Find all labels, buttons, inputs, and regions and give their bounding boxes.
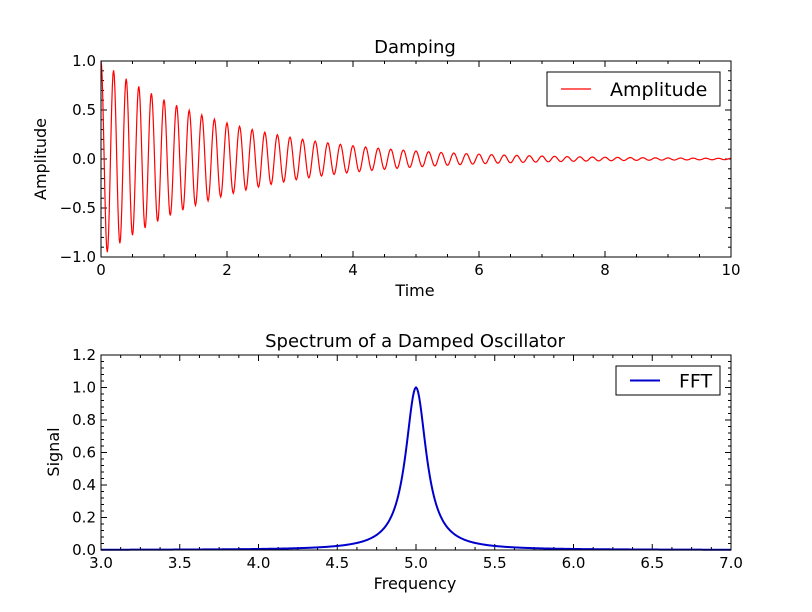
- x-tick-label: 10: [721, 261, 740, 279]
- amplitude-series-line: [100, 60, 732, 253]
- y-tick-label: 1.2: [72, 346, 96, 364]
- y-tick-label: −0.5: [60, 199, 96, 217]
- fft-series-line: [101, 386, 731, 551]
- y-tick-label: 0.4: [72, 476, 96, 494]
- x-tick-label: 8: [600, 261, 610, 279]
- x-tick-label: 6.0: [562, 554, 586, 572]
- x-tick-label: 3.0: [89, 554, 113, 572]
- plot-area: [101, 386, 731, 551]
- x-tick-label: 6.5: [640, 554, 664, 572]
- x-tick-label: 5.5: [483, 554, 507, 572]
- y-axis-label: Signal: [44, 427, 63, 476]
- chart-title: Damping: [374, 37, 456, 58]
- y-tick-label: 1.0: [72, 52, 96, 70]
- legend-amplitude-label: Amplitude: [610, 79, 707, 101]
- plot-area: [100, 60, 732, 253]
- x-tick-label: 7.0: [719, 554, 743, 572]
- axes-frame: [100, 60, 732, 258]
- legend: FFT: [615, 365, 721, 396]
- x-tick-label: 5.0: [404, 554, 428, 572]
- axes-frame: [100, 354, 732, 551]
- x-tick-label: 4: [348, 261, 358, 279]
- y-tick-label: 0.0: [72, 150, 96, 168]
- x-tick-label: 0: [96, 261, 106, 279]
- y-tick-label: −1.0: [60, 248, 96, 266]
- damping-chart: Damping 0 2 4 6 8 10 −1.0 −0.5 0.0 0.5 1.0 Time A…: [31, 37, 741, 300]
- x-axis-label: Time: [394, 281, 434, 300]
- legend-fft-label: FFT: [679, 371, 713, 393]
- spectrum-chart: Spectrum of a Damped Oscillator 3.0 3.5 4.…: [44, 331, 743, 593]
- x-tick-label: 6: [474, 261, 484, 279]
- y-axis-label: Amplitude: [31, 118, 50, 200]
- y-tick-label: 0.8: [72, 411, 96, 429]
- x-tick-label: 2: [222, 261, 232, 279]
- y-axis-ticks: −1.0 −0.5 0.0 0.5 1.0: [60, 52, 731, 266]
- x-tick-label: 4.5: [325, 554, 349, 572]
- x-tick-label: 3.5: [168, 554, 192, 572]
- y-tick-label: 0.6: [72, 444, 96, 462]
- x-tick-label: 4.0: [247, 554, 271, 572]
- y-tick-label: 0.5: [72, 101, 96, 119]
- y-tick-label: 1.0: [72, 379, 96, 397]
- legend: Amplitude: [546, 71, 721, 107]
- x-axis-label: Frequency: [374, 574, 457, 593]
- y-tick-label: 0.2: [72, 509, 96, 527]
- chart-title: Spectrum of a Damped Oscillator: [265, 331, 565, 352]
- y-tick-label: 0.0: [72, 541, 96, 559]
